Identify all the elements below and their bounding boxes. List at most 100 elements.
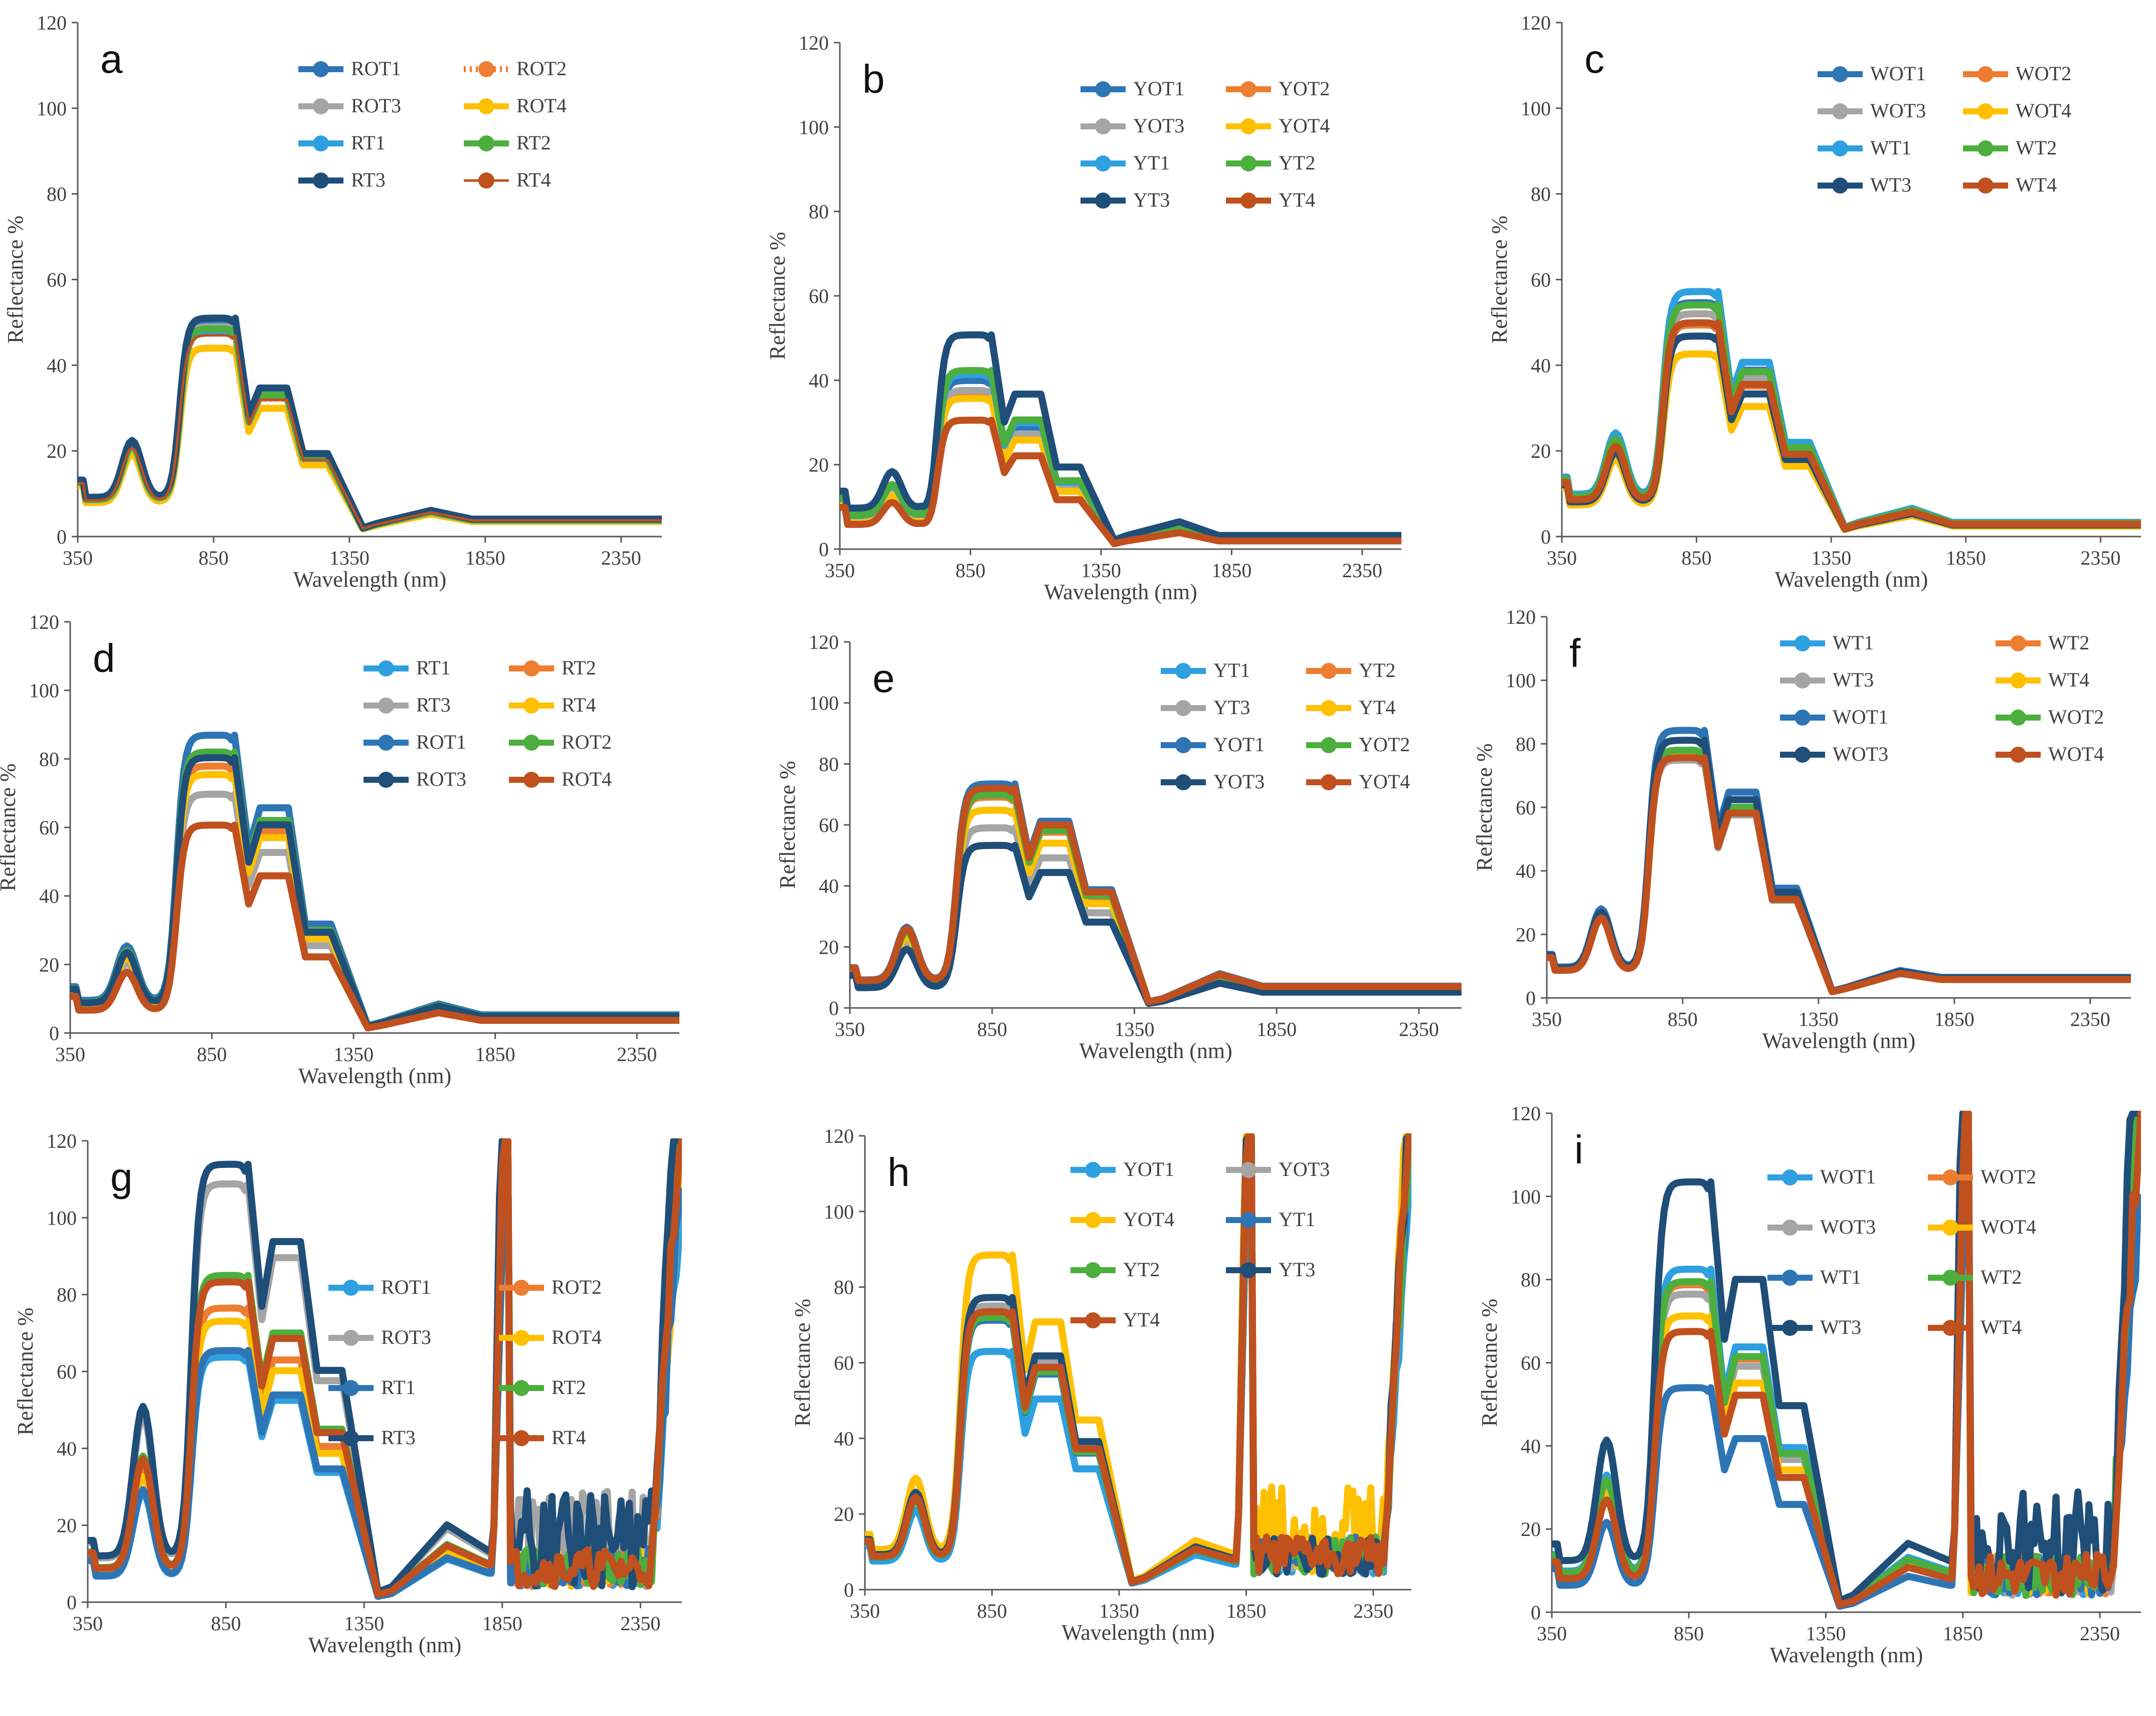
x-tick-label: 1350 — [1114, 1018, 1154, 1041]
legend-marker — [513, 1430, 529, 1446]
x-tick-label: 1850 — [1226, 1600, 1266, 1622]
x-axis-title: Wavelength (nm) — [293, 567, 447, 592]
legend-label: YT1 — [1279, 1208, 1315, 1231]
x-tick-label: 1850 — [1256, 1018, 1297, 1041]
legend-marker — [513, 1330, 529, 1346]
legend-marker — [1794, 635, 1811, 651]
legend-marker — [2010, 672, 2026, 689]
y-tick-label: 60 — [834, 1352, 854, 1375]
legend-label: YT2 — [1279, 151, 1315, 174]
legend-item: WT4 — [1996, 668, 2089, 691]
legend-label: WT2 — [1981, 1266, 2022, 1288]
legend-marker — [513, 1380, 529, 1396]
legend-marker — [1782, 1320, 1798, 1336]
y-tick-label: 0 — [1526, 987, 1536, 1009]
legend-label: WT1 — [1870, 136, 1911, 159]
legend-item: YT1 — [1226, 1208, 1315, 1231]
legend-item: WOT1 — [1818, 62, 1926, 85]
legend-item: RT4 — [499, 1426, 586, 1449]
series-line-yt2 — [865, 1133, 1411, 1586]
series-line-yt3 — [865, 1133, 1411, 1586]
legend-item: WOT4 — [1963, 99, 2071, 122]
y-tick-label: 20 — [819, 936, 839, 958]
legend-label: WOT4 — [2048, 743, 2104, 765]
legend-item: YT2 — [1306, 659, 1395, 681]
y-tick-label: 20 — [809, 454, 829, 476]
series-line-yot1 — [865, 1133, 1411, 1587]
x-tick-label: 1850 — [475, 1043, 515, 1066]
series-line-yt3 — [840, 331, 1401, 544]
y-tick-label: 40 — [47, 354, 67, 377]
legend-marker — [1832, 178, 1848, 194]
legend-item: YOT3 — [1081, 114, 1184, 137]
legend-marker — [1240, 118, 1256, 134]
plot-area — [1552, 1111, 2141, 1610]
plot-area — [78, 314, 662, 533]
x-axis-title: Wavelength (nm) — [1770, 1643, 1923, 1667]
y-tick-label: 100 — [29, 679, 59, 702]
y-tick-label: 40 — [1516, 860, 1536, 883]
x-tick-label: 2350 — [1399, 1018, 1439, 1041]
legend-marker — [2010, 710, 2026, 726]
legend-marker — [343, 1330, 359, 1346]
y-axis-title: Reflectance % — [3, 216, 28, 344]
series-line-yot3 — [865, 1133, 1411, 1586]
chart-panel-c: 0 20 40 60 80 100 120 350 850 1350 1850 2350 Wavelen… — [1487, 12, 2141, 592]
series-line-rt2 — [78, 325, 662, 532]
legend-label: WT1 — [1820, 1266, 1861, 1288]
legend-item: YOT4 — [1070, 1208, 1174, 1231]
panel-letter: b — [862, 57, 885, 101]
legend-label: YOT1 — [1123, 1158, 1174, 1180]
legend-label: YOT3 — [1133, 114, 1184, 137]
legend-marker — [1240, 1162, 1256, 1178]
legend-item: ROT4 — [509, 768, 612, 790]
legend-marker — [1942, 1270, 1958, 1286]
y-tick-label: 40 — [1521, 1435, 1541, 1457]
y-axis-title: Reflectance % — [1487, 216, 1512, 344]
legend-label: YOT3 — [1279, 1158, 1330, 1180]
y-axis-title: Reflectance % — [1472, 743, 1497, 871]
legend-item: YOT1 — [1081, 77, 1184, 100]
legend-marker — [1321, 663, 1337, 679]
x-tick-label: 1350 — [344, 1612, 384, 1635]
x-tick-label: 1850 — [1946, 547, 1986, 569]
panel-letter: f — [1569, 631, 1581, 675]
legend-label: YOT3 — [1213, 770, 1265, 793]
series-line-yt4 — [865, 1133, 1411, 1586]
legend-marker — [523, 772, 540, 788]
legend-marker — [1175, 774, 1191, 790]
x-tick-label: 350 — [73, 1612, 103, 1635]
y-tick-label: 60 — [1521, 1352, 1541, 1375]
legend-label: WOT2 — [2016, 62, 2071, 85]
legend-item: YT3 — [1161, 696, 1250, 719]
legend-item: WT3 — [1818, 174, 1911, 196]
series-line-rt3 — [88, 1138, 682, 1596]
legend-item: RT3 — [328, 1426, 416, 1449]
y-tick-label: 0 — [819, 538, 829, 561]
x-tick-label: 1350 — [333, 1043, 374, 1066]
legend-item: WT2 — [1928, 1266, 2022, 1288]
legend-label: ROT1 — [351, 57, 401, 80]
y-tick-label: 120 — [809, 631, 839, 653]
x-axis-title: Wavelength (nm) — [298, 1064, 452, 1088]
y-tick-label: 120 — [1511, 1102, 1541, 1125]
legend-marker — [378, 660, 394, 676]
legend-item: WT1 — [1818, 136, 1911, 159]
x-tick-label: 1350 — [1799, 1008, 1839, 1031]
series-line-yot4 — [850, 785, 1462, 1005]
legend-item: YOT3 — [1226, 1158, 1330, 1180]
y-tick-label: 0 — [1531, 1601, 1541, 1624]
legend-label: WT2 — [2048, 631, 2089, 654]
legend-marker — [1942, 1320, 1958, 1336]
y-axis-title: Reflectance % — [765, 232, 790, 360]
y-tick-label: 40 — [1531, 354, 1551, 377]
x-tick-label: 1850 — [482, 1612, 522, 1635]
legend-item: YT2 — [1226, 151, 1315, 174]
y-tick-label: 80 — [1521, 1269, 1541, 1291]
x-tick-label: 2350 — [617, 1043, 657, 1066]
legend-marker — [1175, 737, 1191, 753]
y-tick-label: 120 — [1506, 606, 1536, 628]
chart-panel-a: 0 20 40 60 80 100 120 350 850 1350 1850 2350 Wavelen… — [3, 12, 662, 592]
legend-marker — [1085, 1312, 1101, 1328]
